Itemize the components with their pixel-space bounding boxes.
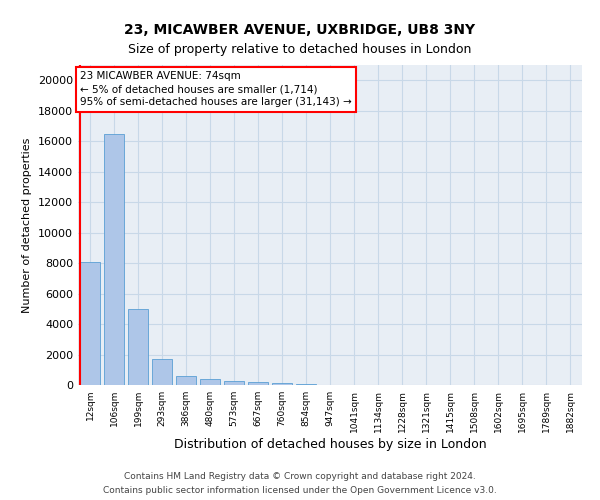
Bar [176,376,196,385]
X-axis label: Distribution of detached houses by size in London: Distribution of detached houses by size … [173,438,487,450]
Text: Contains public sector information licensed under the Open Government Licence v3: Contains public sector information licen… [103,486,497,495]
Bar [152,359,172,385]
Bar [128,309,148,385]
Bar [248,382,268,385]
Bar [104,134,124,385]
Bar [200,379,220,385]
Bar [224,380,244,385]
Bar [272,383,292,385]
Text: 23, MICAWBER AVENUE, UXBRIDGE, UB8 3NY: 23, MICAWBER AVENUE, UXBRIDGE, UB8 3NY [124,22,476,36]
Y-axis label: Number of detached properties: Number of detached properties [22,138,32,312]
Text: Size of property relative to detached houses in London: Size of property relative to detached ho… [128,42,472,56]
Text: 23 MICAWBER AVENUE: 74sqm
← 5% of detached houses are smaller (1,714)
95% of sem: 23 MICAWBER AVENUE: 74sqm ← 5% of detach… [80,71,352,108]
Text: Contains HM Land Registry data © Crown copyright and database right 2024.: Contains HM Land Registry data © Crown c… [124,472,476,481]
Bar [80,262,100,385]
Bar [296,384,316,385]
